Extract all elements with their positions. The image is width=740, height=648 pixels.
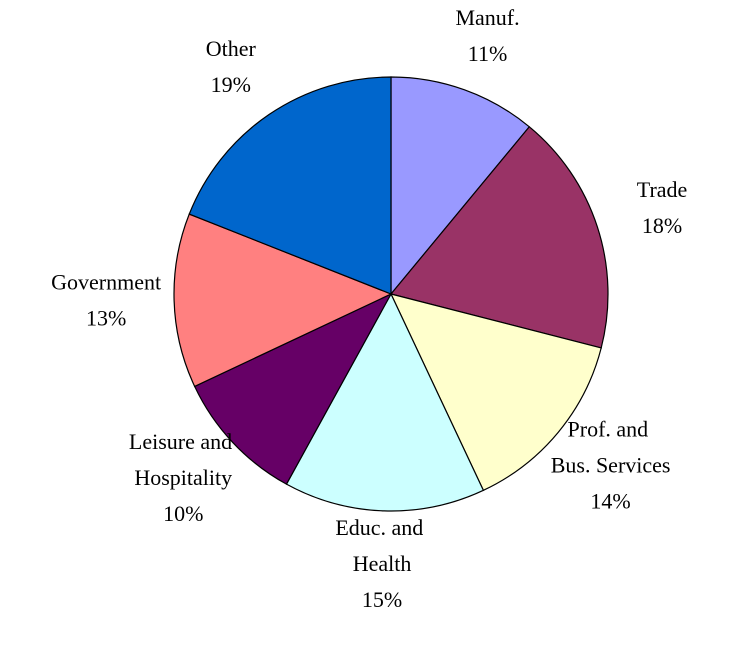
slice-value-label: 13% bbox=[86, 306, 126, 331]
pie-slice bbox=[389, 293, 602, 492]
slice-label: Educ. and Health bbox=[335, 515, 428, 576]
slice-label: Other bbox=[206, 36, 257, 61]
pie-slice bbox=[193, 292, 393, 485]
slice-label: Prof. and Bus. Services bbox=[551, 416, 671, 477]
slice-value-label: 14% bbox=[590, 488, 630, 513]
pie-slice bbox=[188, 76, 392, 295]
pie-slice bbox=[285, 292, 485, 512]
slice-value-label: 19% bbox=[211, 72, 251, 97]
slice-value-label: 11% bbox=[468, 41, 508, 66]
slice-label: Trade bbox=[637, 177, 688, 202]
pie-slice bbox=[390, 76, 531, 296]
slice-label: Manuf. bbox=[455, 5, 519, 30]
slice-value-label: 18% bbox=[642, 213, 682, 238]
slice-value-label: 10% bbox=[163, 501, 203, 526]
slice-value-label: 15% bbox=[362, 587, 402, 612]
slice-label: Government bbox=[51, 270, 161, 295]
pie-slice bbox=[389, 125, 609, 349]
pie-slice bbox=[173, 213, 393, 388]
slice-label: Leisure and Hospitality bbox=[129, 429, 238, 490]
